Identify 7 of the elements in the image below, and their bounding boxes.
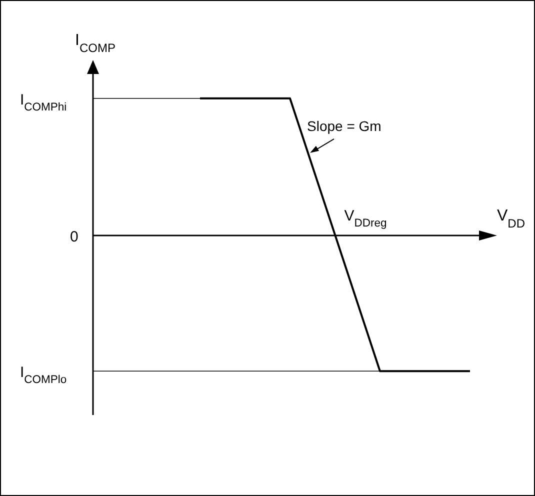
ref-line-label: I$_{COMPlo}$ — [20, 364, 67, 386]
x-axis-title: V$_{DD}$ — [497, 207, 526, 230]
ref-line-label: 0 — [70, 228, 78, 246]
annotation: Slope = Gm — [307, 118, 382, 134]
annotation: V$_{DDreg}$ — [344, 207, 387, 230]
ref-line-label: I$_{COMPhi}$ — [20, 91, 67, 114]
y-axis-title: I$_{COMP}$ — [75, 32, 116, 55]
